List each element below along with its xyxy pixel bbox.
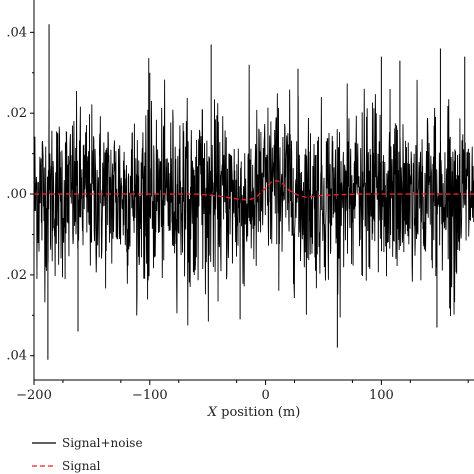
signal-noise-series [33,24,474,360]
x-tick-label: 0 [261,388,269,403]
legend: Signal+noise Signal [32,436,143,473]
x-tick-label: −200 [16,388,52,403]
signal-series-line [34,180,474,201]
x-tick-label: −100 [132,388,168,403]
axes [33,0,474,381]
x-axis-title-rest: position (m) [217,405,300,420]
x-axis-title: X position (m) [207,405,301,420]
x-tick-label: 100 [369,388,394,403]
y-axis-ticks: .04 .02 .00 .02 .04 [6,25,34,364]
y-tick-label: .02 [6,268,27,283]
signal-noise-line [33,58,474,326]
y-tick-label: .04 [6,25,27,40]
legend-label-signal: Signal [62,459,101,473]
y-tick-label: .04 [6,349,27,364]
y-tick-label: .00 [6,187,27,202]
x-axis-ticks: −200 −100 0 100 [16,380,469,403]
x-axis-title-italic: X [207,405,218,420]
y-tick-label: .02 [6,106,27,121]
legend-label-signal-noise: Signal+noise [62,436,143,450]
